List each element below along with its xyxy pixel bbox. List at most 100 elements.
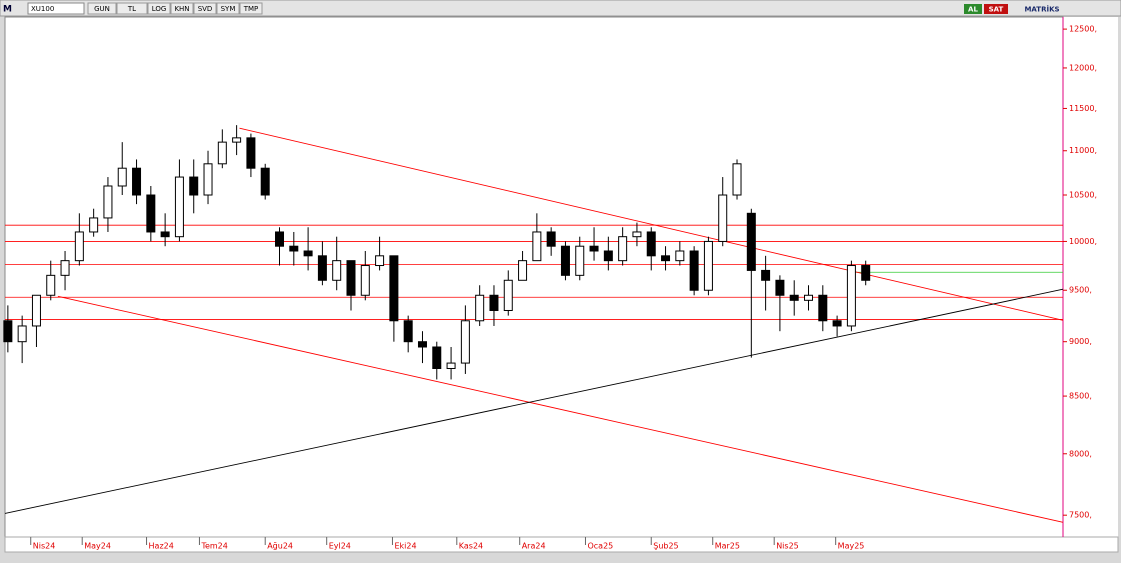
x-tick-label: Tem24 — [200, 542, 227, 551]
candle-body — [289, 245, 299, 252]
candle-body — [46, 274, 56, 296]
x-tick-label: Eyl24 — [329, 542, 351, 551]
candle-body — [446, 362, 456, 369]
candle-body — [232, 137, 242, 143]
toolbar-button[interactable] — [147, 2, 171, 15]
candle-body — [146, 194, 156, 233]
candle-body — [532, 231, 542, 262]
logo: M — [3, 5, 12, 15]
candle-body — [560, 245, 570, 276]
y-tick-label: 10500, — [1069, 191, 1097, 200]
candle-body — [832, 320, 842, 327]
candle-body — [575, 245, 585, 276]
candle-body — [332, 260, 342, 281]
candle-body — [17, 325, 27, 343]
symbol-box[interactable] — [27, 2, 85, 15]
candle-body — [518, 260, 528, 281]
y-tick-label: 8000, — [1069, 449, 1092, 458]
toolbar-button-label: SVD — [198, 5, 213, 13]
candle-body — [675, 250, 685, 262]
toolbar-button[interactable] — [116, 2, 148, 15]
candle-body — [217, 141, 227, 165]
candle-body — [789, 294, 799, 301]
candle-body — [432, 346, 442, 369]
candle-body — [818, 294, 828, 322]
candle-body — [503, 279, 513, 311]
brand: MATRİKS — [1024, 5, 1059, 14]
toolbar — [0, 0, 1121, 17]
candle-body — [203, 163, 213, 196]
candle-body — [132, 167, 142, 196]
x-axis-area — [4, 536, 1119, 553]
y-tick-label: 9000, — [1069, 337, 1092, 346]
x-tick-label: Mar25 — [715, 542, 740, 551]
x-tick-label: Oca25 — [587, 542, 613, 551]
candle-body — [375, 255, 385, 267]
candle-body — [346, 260, 356, 296]
candle-body — [403, 320, 413, 343]
candle-body — [746, 212, 756, 271]
toolbar-button-label: KHN — [174, 5, 189, 13]
candle-body — [618, 236, 628, 262]
candle-body — [846, 265, 856, 327]
candle-body — [117, 167, 127, 187]
candle-body — [275, 231, 285, 247]
candle-body — [317, 255, 327, 281]
x-tick-label: Ağu24 — [267, 542, 293, 551]
y-tick-label: 10000, — [1069, 237, 1097, 246]
candle-body — [31, 294, 41, 327]
candle-body — [89, 217, 99, 233]
candle-body — [646, 231, 656, 257]
candle-body — [761, 269, 771, 281]
y-tick-label: 12000, — [1069, 63, 1097, 72]
candle-body — [303, 250, 313, 257]
y-axis-area — [1063, 17, 1118, 537]
x-tick-label: May24 — [84, 542, 111, 551]
y-tick-label: 11500, — [1069, 104, 1097, 113]
toolbar-button[interactable] — [87, 2, 117, 15]
candle-body — [775, 279, 785, 296]
x-tick-label: Haz24 — [149, 542, 174, 551]
candle-body — [174, 176, 184, 238]
candle-body — [475, 294, 485, 322]
candle-body — [3, 320, 13, 343]
candle-body — [246, 137, 256, 169]
candle-body — [103, 185, 113, 219]
candle-body — [732, 163, 742, 196]
candle-body — [661, 255, 671, 262]
candle-body — [189, 176, 199, 196]
candle-body — [74, 231, 84, 262]
x-tick-label: May25 — [838, 542, 865, 551]
toolbar-button[interactable] — [193, 2, 217, 15]
trend-line — [57, 295, 1064, 523]
toolbar-button-label: TMP — [243, 5, 259, 13]
toolbar-button-label: TL — [127, 5, 136, 13]
y-tick-label: 11000, — [1069, 146, 1097, 155]
toolbar-buttons: GUN TL LOG KHN SVD SYM TMP — [87, 2, 263, 15]
toolbar-button[interactable] — [239, 2, 263, 15]
x-tick-label: Şub25 — [653, 542, 678, 551]
x-tick-label: Nis24 — [33, 542, 56, 551]
y-tick-label: 8500, — [1069, 392, 1092, 401]
candle-body — [861, 265, 871, 281]
toolbar-button-label: SYM — [221, 5, 236, 13]
toolbar-button[interactable] — [170, 2, 194, 15]
candle-body — [718, 194, 728, 242]
buy-button[interactable] — [964, 4, 982, 14]
y-tick-label: 12500, — [1069, 25, 1097, 34]
plot-area — [4, 16, 1064, 538]
candle-body — [160, 231, 170, 238]
candle-body — [489, 294, 499, 311]
sell-button[interactable] — [984, 4, 1008, 14]
candle-body — [632, 231, 642, 238]
candle-body — [546, 231, 556, 247]
candle-body — [703, 240, 713, 291]
x-tick-label: Ara24 — [522, 542, 546, 551]
candle-body — [389, 255, 399, 322]
buy-label: AL — [968, 6, 978, 14]
toolbar-button[interactable] — [216, 2, 240, 15]
candle-body — [804, 294, 814, 301]
toolbar-button-label: GUN — [94, 5, 110, 13]
candle-body — [417, 341, 427, 348]
